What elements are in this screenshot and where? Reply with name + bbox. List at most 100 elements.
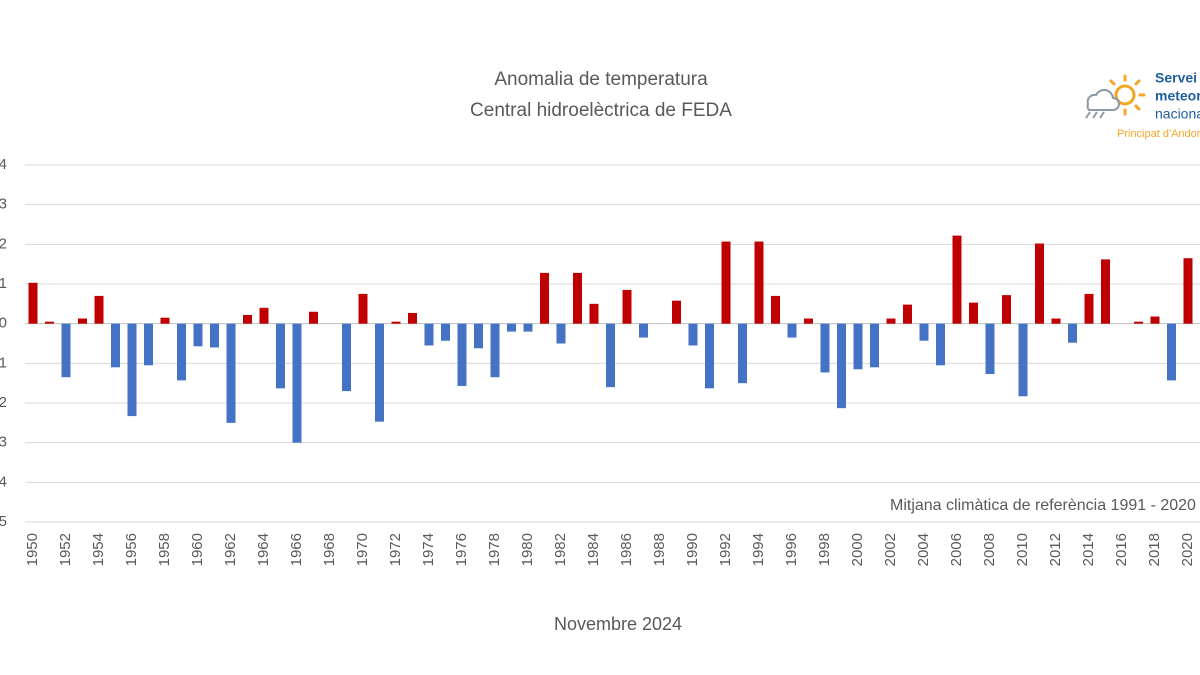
bar xyxy=(606,323,615,388)
x-tick-label: 1976 xyxy=(453,533,470,566)
bar xyxy=(1183,258,1193,324)
bar xyxy=(490,323,500,378)
x-tick-label: 1978 xyxy=(486,533,503,566)
bar xyxy=(556,323,566,344)
y-tick-label: 1 xyxy=(0,275,7,292)
bar xyxy=(127,323,137,417)
bar xyxy=(259,307,269,324)
bar xyxy=(276,323,285,389)
x-tick-label: 2002 xyxy=(882,533,899,566)
x-tick-label: 2020 xyxy=(1179,533,1196,566)
bar xyxy=(853,323,863,370)
bar xyxy=(1035,243,1044,324)
bar xyxy=(837,323,846,409)
bar xyxy=(820,323,830,373)
bar xyxy=(787,323,797,338)
bar xyxy=(738,323,747,384)
bar xyxy=(111,323,120,368)
x-tick-label: 1990 xyxy=(684,533,701,566)
y-tick-label: 4 xyxy=(0,156,7,173)
x-tick-label: 1972 xyxy=(387,533,404,566)
x-tick-label: 1974 xyxy=(420,533,437,566)
bar xyxy=(61,323,71,378)
bar xyxy=(754,241,764,324)
x-tick-label: 1958 xyxy=(156,533,173,566)
y-tick-label: 2 xyxy=(0,235,7,252)
bar xyxy=(1002,295,1011,324)
bar xyxy=(309,311,318,324)
bar xyxy=(936,323,945,366)
x-tick-label: 1950 xyxy=(24,533,41,566)
bar xyxy=(540,272,549,324)
bar xyxy=(358,293,368,324)
x-tick-label: 2000 xyxy=(849,533,866,566)
bar xyxy=(144,323,153,366)
bar xyxy=(1150,316,1160,324)
bar xyxy=(639,323,648,338)
x-tick-label: 1968 xyxy=(321,533,338,566)
bar xyxy=(804,318,813,324)
y-tick-label: 3 xyxy=(0,196,7,213)
logo-icon xyxy=(1085,74,1146,119)
chart-title: Anomalia de temperatura xyxy=(494,69,708,90)
bar xyxy=(424,323,434,346)
y-tick-label: -5 xyxy=(0,513,7,530)
bar xyxy=(457,323,467,386)
y-tick-label: -2 xyxy=(0,394,7,411)
x-tick-label: 1952 xyxy=(57,533,74,566)
bar xyxy=(441,323,450,341)
x-tick-label: 1954 xyxy=(90,533,107,566)
bar xyxy=(1084,293,1094,324)
logo-text: Servei xyxy=(1155,70,1197,86)
x-tick-label: 2006 xyxy=(948,533,965,566)
bar xyxy=(870,323,879,368)
bar xyxy=(160,317,170,324)
bar xyxy=(952,235,962,324)
bar xyxy=(969,302,978,324)
bar xyxy=(985,323,995,375)
x-tick-label: 1988 xyxy=(651,533,668,566)
x-tick-label: 1970 xyxy=(354,533,371,566)
bar xyxy=(573,272,582,324)
bar xyxy=(886,318,896,324)
x-tick-label: 1956 xyxy=(123,533,140,566)
bar xyxy=(688,323,698,346)
x-tick-label: 1964 xyxy=(255,533,272,566)
x-tick-label: 2012 xyxy=(1047,533,1064,566)
logo-text: meteorològic xyxy=(1155,88,1200,104)
x-tick-label: 1992 xyxy=(717,533,734,566)
bar xyxy=(375,323,384,422)
bar xyxy=(1018,323,1028,397)
y-tick-label: -4 xyxy=(0,473,7,490)
bar xyxy=(1134,321,1143,324)
bar xyxy=(243,314,252,324)
bar xyxy=(622,289,632,324)
x-tick-label: 1984 xyxy=(585,533,602,566)
bar xyxy=(193,323,203,347)
bar xyxy=(474,323,483,349)
bar xyxy=(78,318,87,324)
bar xyxy=(210,323,219,348)
y-tick-label: 0 xyxy=(0,315,7,332)
bar xyxy=(507,323,516,332)
bar xyxy=(1068,323,1077,343)
x-tick-label: 1996 xyxy=(783,533,800,566)
x-tick-label: 2016 xyxy=(1113,533,1130,566)
bar xyxy=(523,323,533,332)
bar xyxy=(177,323,186,381)
bar xyxy=(1101,259,1110,324)
bar xyxy=(408,312,417,324)
x-tick-label: 2010 xyxy=(1014,533,1031,566)
x-axis-title: Novembre 2024 xyxy=(554,614,682,634)
bar xyxy=(919,323,929,341)
bar xyxy=(589,303,599,324)
x-tick-label: 2014 xyxy=(1080,533,1097,566)
bar xyxy=(342,323,351,392)
bar xyxy=(1167,323,1176,381)
chart-subtitle: Central hidroelèctrica de FEDA xyxy=(470,100,732,121)
bar xyxy=(705,323,714,389)
annotation: Mitjana climàtica de referència 1991 - 2… xyxy=(890,497,1196,514)
bar xyxy=(672,300,681,324)
